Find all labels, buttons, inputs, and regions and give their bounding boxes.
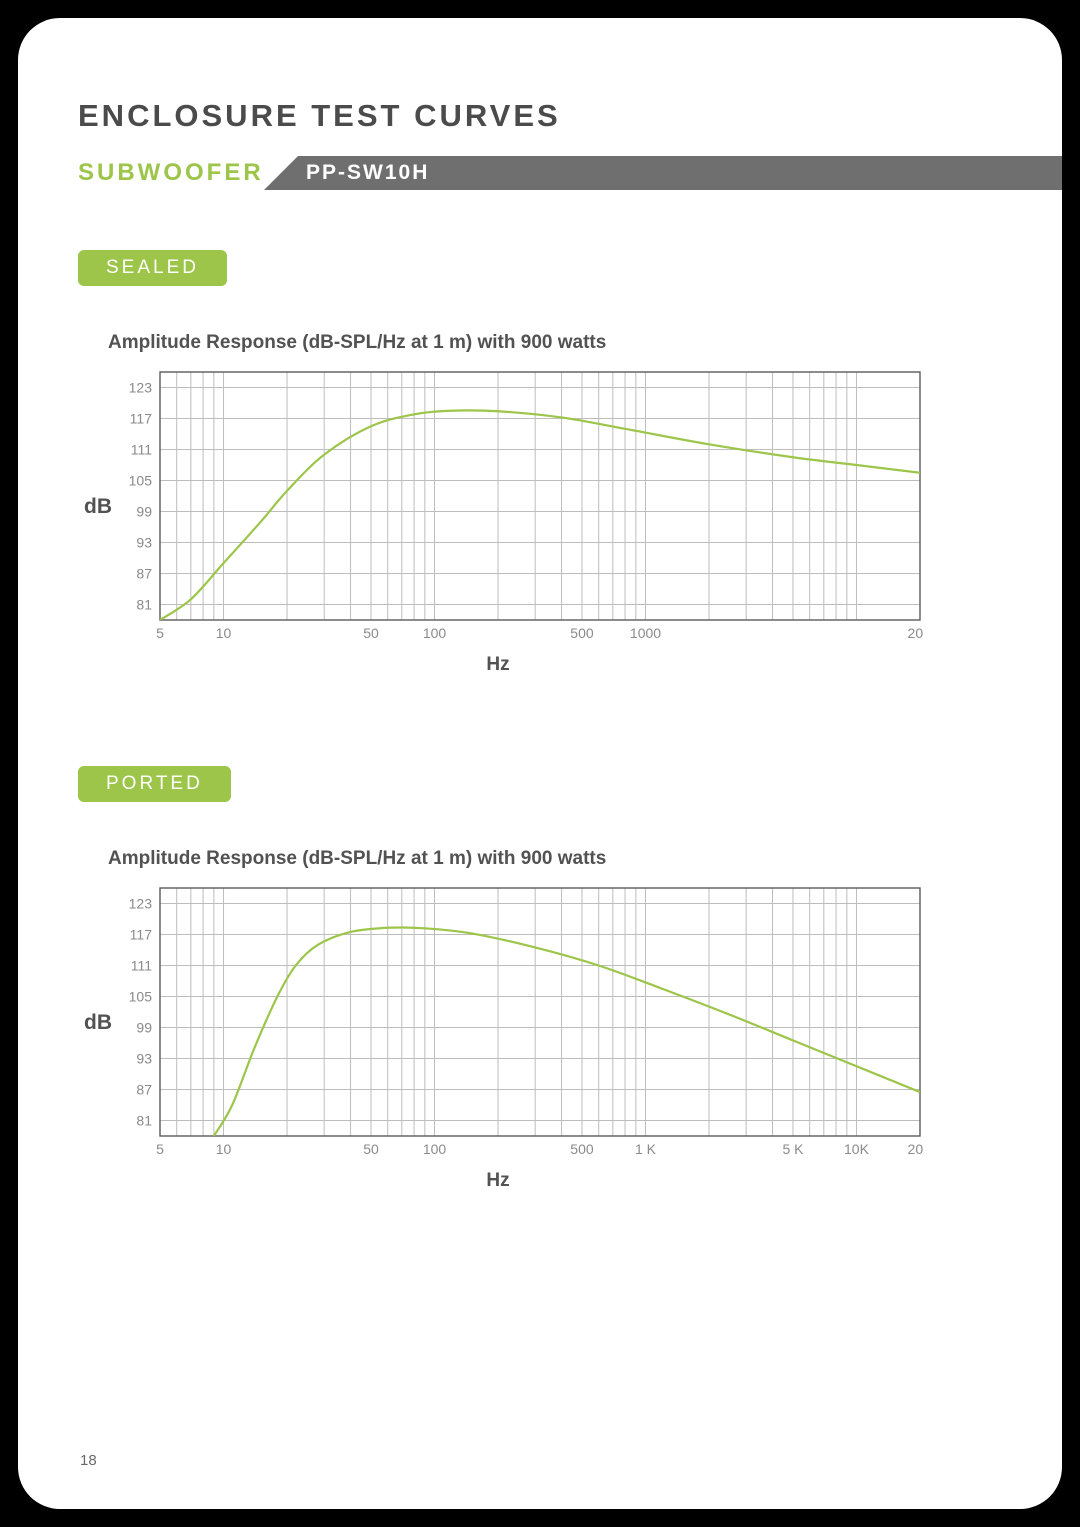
svg-text:105: 105 bbox=[129, 473, 153, 489]
svg-text:50: 50 bbox=[363, 1141, 379, 1157]
svg-text:117: 117 bbox=[130, 411, 153, 427]
subwoofer-header-row: SUBWOOFER PP-SW10H bbox=[78, 156, 1062, 190]
ported-chart-wrap: dB 81 87 93 99 105 111 117 123 5 10 50 100 500 1 K 5 K… bbox=[78, 884, 1062, 1162]
svg-text:99: 99 bbox=[136, 1020, 152, 1036]
sealed-y-label: dB bbox=[78, 495, 118, 519]
page-card: ENCLOSURE TEST CURVES SUBWOOFER PP-SW10H… bbox=[18, 18, 1062, 1509]
svg-text:100: 100 bbox=[423, 625, 447, 641]
model-bar: PP-SW10H bbox=[298, 156, 1062, 190]
svg-text:1 K: 1 K bbox=[635, 1141, 657, 1157]
svg-text:500: 500 bbox=[570, 1141, 594, 1157]
page-title: ENCLOSURE TEST CURVES bbox=[78, 98, 1062, 134]
svg-text:10: 10 bbox=[216, 1141, 232, 1157]
svg-text:117: 117 bbox=[130, 927, 153, 943]
svg-text:100: 100 bbox=[423, 1141, 447, 1157]
ported-chart-title: Amplitude Response (dB-SPL/Hz at 1 m) wi… bbox=[108, 848, 1062, 870]
ported-chart-svg-slot: 81 87 93 99 105 111 117 123 5 10 50 100 500 1 K 5 K 10K… bbox=[118, 884, 924, 1162]
ported-x-label: Hz bbox=[118, 1170, 878, 1192]
svg-text:111: 111 bbox=[131, 442, 152, 458]
sealed-badge: SEALED bbox=[78, 250, 227, 286]
sealed-chart-title: Amplitude Response (dB-SPL/Hz at 1 m) wi… bbox=[108, 332, 1062, 354]
svg-text:93: 93 bbox=[136, 535, 152, 551]
svg-text:87: 87 bbox=[136, 566, 152, 582]
svg-text:50: 50 bbox=[363, 625, 379, 641]
svg-text:81: 81 bbox=[136, 1113, 152, 1129]
ported-badge: PORTED bbox=[78, 766, 231, 802]
svg-text:123: 123 bbox=[129, 380, 153, 396]
svg-text:99: 99 bbox=[136, 504, 152, 520]
svg-text:10K: 10K bbox=[844, 1141, 870, 1157]
svg-text:105: 105 bbox=[129, 989, 153, 1005]
ported-y-label: dB bbox=[78, 1011, 118, 1035]
svg-text:1000: 1000 bbox=[630, 625, 661, 641]
svg-text:500: 500 bbox=[570, 625, 594, 641]
svg-text:20K: 20K bbox=[908, 1141, 924, 1157]
svg-text:10: 10 bbox=[216, 625, 232, 641]
svg-text:93: 93 bbox=[136, 1051, 152, 1067]
sealed-chart-wrap: dB 81 87 93 99 105 111 117 123 5 10 50 100 500 1000 20… bbox=[78, 368, 1062, 646]
ported-chart-block: Amplitude Response (dB-SPL/Hz at 1 m) wi… bbox=[78, 848, 1062, 1192]
content-area: ENCLOSURE TEST CURVES SUBWOOFER PP-SW10H… bbox=[18, 18, 1062, 1509]
svg-text:5: 5 bbox=[156, 1141, 164, 1157]
svg-text:20K: 20K bbox=[908, 625, 924, 641]
sealed-chart-block: Amplitude Response (dB-SPL/Hz at 1 m) wi… bbox=[78, 332, 1062, 676]
model-text: PP-SW10H bbox=[306, 161, 429, 185]
svg-text:5: 5 bbox=[156, 625, 164, 641]
svg-text:5 K: 5 K bbox=[782, 1141, 804, 1157]
sealed-chart-svg-slot: 81 87 93 99 105 111 117 123 5 10 50 100 500 1000 20K bbox=[118, 368, 924, 646]
page-number: 18 bbox=[80, 1452, 97, 1469]
svg-text:81: 81 bbox=[136, 597, 152, 613]
sealed-x-label: Hz bbox=[118, 654, 878, 676]
svg-text:123: 123 bbox=[129, 896, 153, 912]
svg-text:111: 111 bbox=[131, 958, 152, 974]
svg-text:87: 87 bbox=[136, 1082, 152, 1098]
